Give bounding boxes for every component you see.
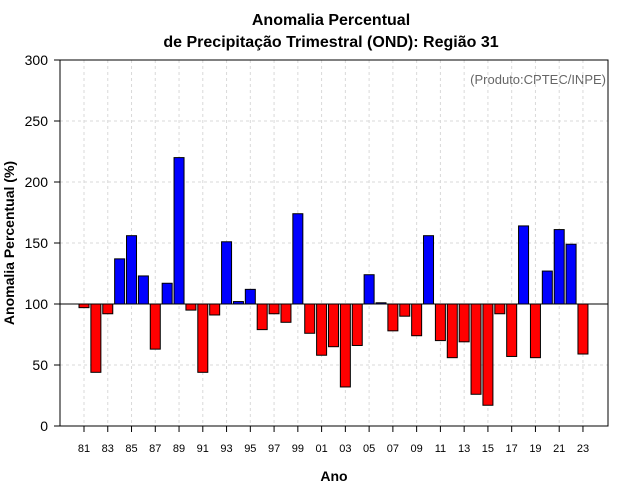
bar-00 [304,303,316,334]
y-tick-label: 150 [25,235,49,251]
bar-12 [446,303,458,359]
x-tick-label: 85 [125,443,137,455]
bar-83 [102,303,114,315]
bar-10 [423,235,435,305]
bar-05 [363,274,375,305]
y-tick-label: 250 [25,113,49,129]
x-tick-label: 87 [149,443,161,455]
bar-98 [280,303,292,323]
bar-01 [316,303,328,356]
x-tick-label: 91 [197,443,209,455]
chart-subtitle: de Precipitação Trimestral (OND): Região… [163,34,498,51]
x-tick-label: 81 [78,443,90,455]
bar-17 [506,303,518,357]
x-tick-label: 23 [577,443,589,455]
bar-02 [327,303,339,348]
y-tick-label: 300 [25,52,49,68]
bar-22 [565,243,577,305]
x-tick-label: 99 [292,443,304,455]
bar-19 [529,303,541,359]
bar-07 [387,303,399,332]
x-tick-label: 21 [553,443,565,455]
chart-title: Anomalia Percentual [252,12,410,29]
bar-82 [90,303,102,373]
y-tick-label: 200 [25,174,49,190]
x-tick-label: 11 [435,443,446,455]
x-tick-label: 15 [482,443,494,455]
bar-18 [518,225,530,305]
bar-16 [494,303,506,315]
x-tick-label: 05 [363,443,375,455]
x-tick-label: 03 [339,443,351,455]
bar-23 [577,303,589,355]
bar-87 [149,303,161,350]
x-tick-label: 09 [411,443,423,455]
bar-11 [434,303,446,342]
x-axis-label: Ano [320,468,347,484]
y-axis-label: Anomalia Percentual (%) [1,161,17,325]
x-tick-label: 13 [458,443,470,455]
y-tick-label: 100 [25,296,49,312]
bar-13 [458,303,470,343]
bar-95 [244,288,256,305]
x-tick-label: 97 [268,443,280,455]
bar-91 [197,303,209,373]
bar-90 [185,303,197,311]
bar-14 [470,303,482,395]
x-tick-label: 01 [315,443,327,455]
bar-84 [114,258,126,305]
y-tick-label: 0 [40,418,48,434]
bar-15 [482,303,494,406]
x-tick-label: 95 [244,443,256,455]
bar-86 [137,275,149,305]
x-tick-label: 93 [220,443,232,455]
y-tick-label: 50 [32,357,48,373]
bar-88 [161,282,173,305]
bar-03 [339,303,351,388]
x-tick-label: 89 [173,443,185,455]
bar-99 [292,213,304,305]
bar-81 [78,303,90,309]
bar-04 [351,303,363,346]
bar-09 [411,303,423,337]
bar-89 [173,157,185,305]
x-tick-label: 19 [529,443,541,455]
bar-08 [399,303,411,317]
bar-21 [553,229,565,305]
bar-85 [126,235,138,305]
x-tick-label: 07 [387,443,399,455]
bar-92 [209,303,221,316]
bar-97 [268,303,280,315]
bar-20 [541,270,553,305]
bar-96 [256,303,268,331]
x-tick-label: 83 [102,443,114,455]
source-annotation: (Produto:CPTEC/INPE) [470,72,606,87]
x-tick-label: 17 [506,443,518,455]
bar-93 [221,241,233,305]
